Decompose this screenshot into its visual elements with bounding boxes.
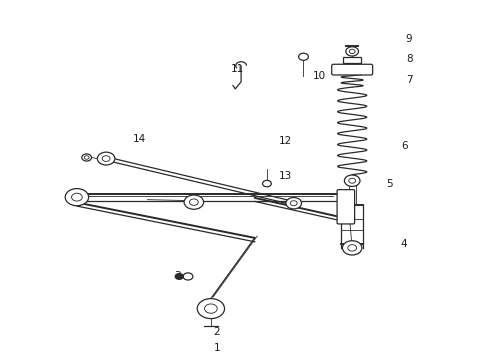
Circle shape (98, 152, 115, 165)
Circle shape (286, 198, 301, 209)
Circle shape (197, 298, 224, 319)
Text: 7: 7 (406, 75, 413, 85)
Circle shape (183, 273, 193, 280)
Text: 3: 3 (174, 271, 181, 282)
FancyBboxPatch shape (343, 58, 362, 63)
FancyBboxPatch shape (337, 190, 355, 224)
Text: 4: 4 (401, 239, 408, 249)
Circle shape (175, 274, 183, 279)
Text: 2: 2 (213, 327, 220, 337)
Circle shape (298, 53, 308, 60)
Circle shape (184, 195, 203, 209)
Circle shape (343, 241, 362, 255)
Circle shape (344, 175, 360, 186)
Circle shape (65, 189, 89, 206)
Circle shape (346, 47, 359, 56)
Circle shape (82, 154, 92, 161)
Text: 6: 6 (401, 141, 408, 151)
Text: 12: 12 (279, 136, 293, 146)
FancyBboxPatch shape (332, 64, 373, 75)
Text: 13: 13 (279, 171, 293, 181)
Text: 9: 9 (406, 34, 413, 44)
Text: 10: 10 (313, 71, 326, 81)
Text: 1: 1 (213, 343, 220, 353)
Circle shape (263, 180, 271, 187)
Text: 14: 14 (133, 134, 146, 144)
Text: 5: 5 (386, 179, 393, 189)
Text: 8: 8 (406, 54, 413, 64)
Text: 11: 11 (230, 64, 244, 74)
